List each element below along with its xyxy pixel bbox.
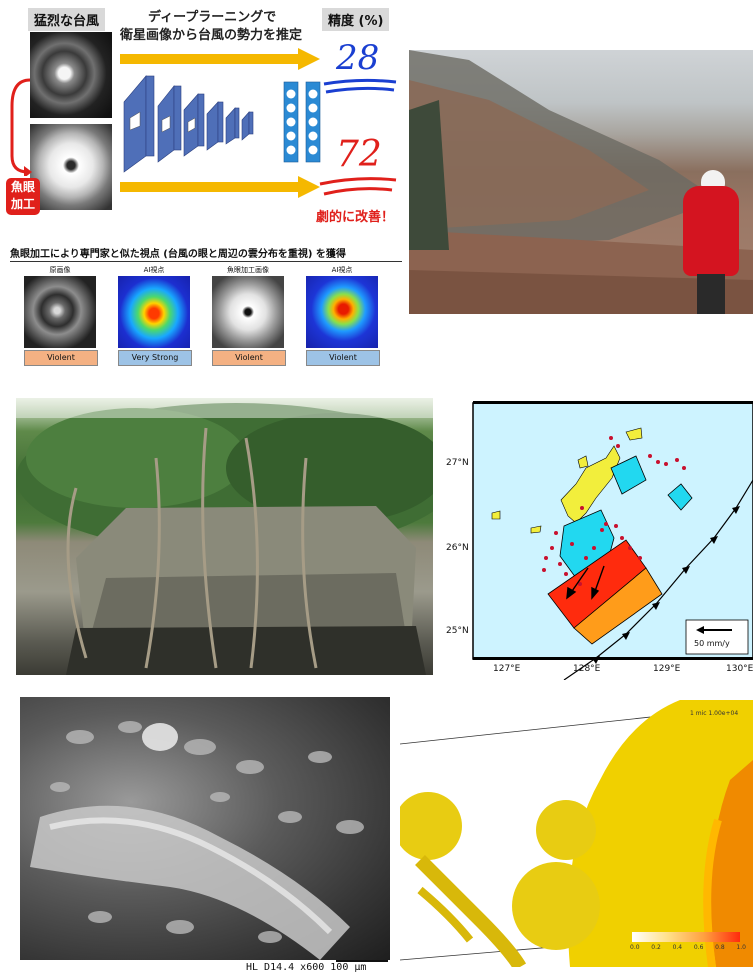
- thumb-caption-ai-view-2: AI視点: [331, 266, 353, 274]
- sem-texture: [30, 721, 364, 960]
- trench-teeth: [592, 506, 740, 664]
- legend-text: 50 mm/y: [694, 639, 730, 648]
- thumb-caption-ai-view-1: AI視点: [143, 266, 165, 274]
- colorbar-tick-1: 0.2: [651, 944, 661, 951]
- typhoon-label: 猛烈な台風: [28, 8, 106, 31]
- colorbar-tick-0: 0.0: [630, 944, 640, 951]
- fisheye-connector-arrow: [10, 78, 32, 176]
- thumb-original-image: [24, 276, 96, 348]
- ryukyu-trench-line: [563, 479, 753, 680]
- improvement-text: 劇的に改善！: [316, 210, 395, 225]
- blue-underline: [323, 78, 397, 94]
- mountain-slope: [409, 50, 753, 314]
- colorbar-ticks: 0.0 0.2 0.4 0.6 0.8 1.0: [630, 944, 746, 951]
- top-arrow: [120, 48, 320, 70]
- rock-and-roots: [16, 398, 433, 675]
- satellite-image-original: [30, 32, 112, 118]
- render-corner-text: 1 mic 1.00e+04: [690, 710, 739, 717]
- thumb-caption-original: 原画像: [49, 266, 71, 274]
- typhoon-ai-figure: 猛烈な台風 ディープラーニングで 衛星画像から台風の勢力を推定 精度 (%) 魚…: [0, 0, 405, 378]
- small-island-2: [577, 455, 589, 469]
- figure-caption: 魚眼加工により専門家と似た視点 (台風の眼と周辺の雲分布を重視) を獲得: [10, 245, 402, 262]
- red-underline: [319, 177, 397, 196]
- lon-label-129: 129°E: [653, 664, 681, 674]
- render-scene: [400, 700, 753, 967]
- orange-block: [573, 567, 663, 645]
- lon-label-130: 130°E: [726, 664, 753, 674]
- bottom-arrow: [120, 176, 320, 198]
- cyan-block-east: [667, 483, 693, 511]
- thumb-ai-heatmap-1: [118, 276, 190, 348]
- thumb-ai-heatmap-2: [306, 276, 378, 348]
- landslide-photo: [409, 50, 753, 314]
- cyan-block-north: [610, 455, 647, 495]
- legend-box: [685, 619, 749, 655]
- accuracy-after-value: 72: [336, 134, 382, 175]
- lat-label-25: 25°N: [446, 626, 469, 636]
- accuracy-before-value: 28: [336, 38, 380, 78]
- earthquake-markers: [542, 436, 686, 586]
- cnn-diagram: [123, 75, 321, 173]
- colorbar-tick-2: 0.4: [672, 944, 683, 951]
- tree-rock-photo: [16, 398, 433, 675]
- small-island-west: [491, 510, 501, 520]
- fisheye-label: 魚眼 加工: [6, 178, 40, 215]
- figure-title-line1: ディープラーニングで: [148, 10, 277, 25]
- satellite-image-fisheye: [30, 124, 112, 210]
- small-island-3: [530, 525, 542, 534]
- colorbar-tick-4: 0.8: [715, 944, 725, 951]
- tag-ai-view-1: Very Strong: [118, 350, 192, 366]
- fisheye-label-line1: 魚眼: [10, 180, 35, 194]
- tag-original: Violent: [24, 350, 98, 366]
- person-legs: [697, 274, 725, 314]
- small-island-north: [625, 427, 643, 441]
- fisheye-label-line2: 加工: [10, 197, 35, 211]
- tectonic-map: 27°N 26°N 25°N 127°E 128°E 129°E 130°E 5…: [436, 398, 753, 680]
- lon-label-127: 127°E: [493, 664, 521, 674]
- thumb-fisheye-image: [212, 276, 284, 348]
- figure-title-line2: 衛星画像から台風の勢力を推定: [120, 28, 303, 43]
- person-jacket: [683, 186, 739, 276]
- sem-scale-bar-text: HL D14.4 x600 100 μm: [246, 962, 367, 973]
- tag-ai-view-2: Violent: [306, 350, 380, 366]
- colorbar-tick-5: 1.0: [736, 944, 746, 951]
- yellow-3d-render: 1 mic 1.00e+04 0.0 0.2 0.4 0.6 0.8 1.0: [400, 700, 753, 967]
- velocity-arrows: [566, 565, 605, 600]
- thumb-caption-fisheye: 魚眼加工画像: [227, 266, 269, 274]
- lon-label-128: 128°E: [573, 664, 601, 674]
- sem-scale-bar: [336, 960, 388, 962]
- person-in-red-jacket: [681, 170, 741, 314]
- colorbar: [632, 932, 740, 942]
- colorbar-tick-3: 0.6: [693, 944, 704, 951]
- person-helmet: [701, 170, 725, 190]
- lat-label-27: 27°N: [446, 458, 469, 468]
- lat-label-26: 26°N: [446, 543, 469, 553]
- sem-micrograph: [20, 697, 390, 960]
- accuracy-label: 精度 (%): [322, 8, 390, 31]
- tag-fisheye: Violent: [212, 350, 286, 366]
- map-canvas: [472, 401, 753, 680]
